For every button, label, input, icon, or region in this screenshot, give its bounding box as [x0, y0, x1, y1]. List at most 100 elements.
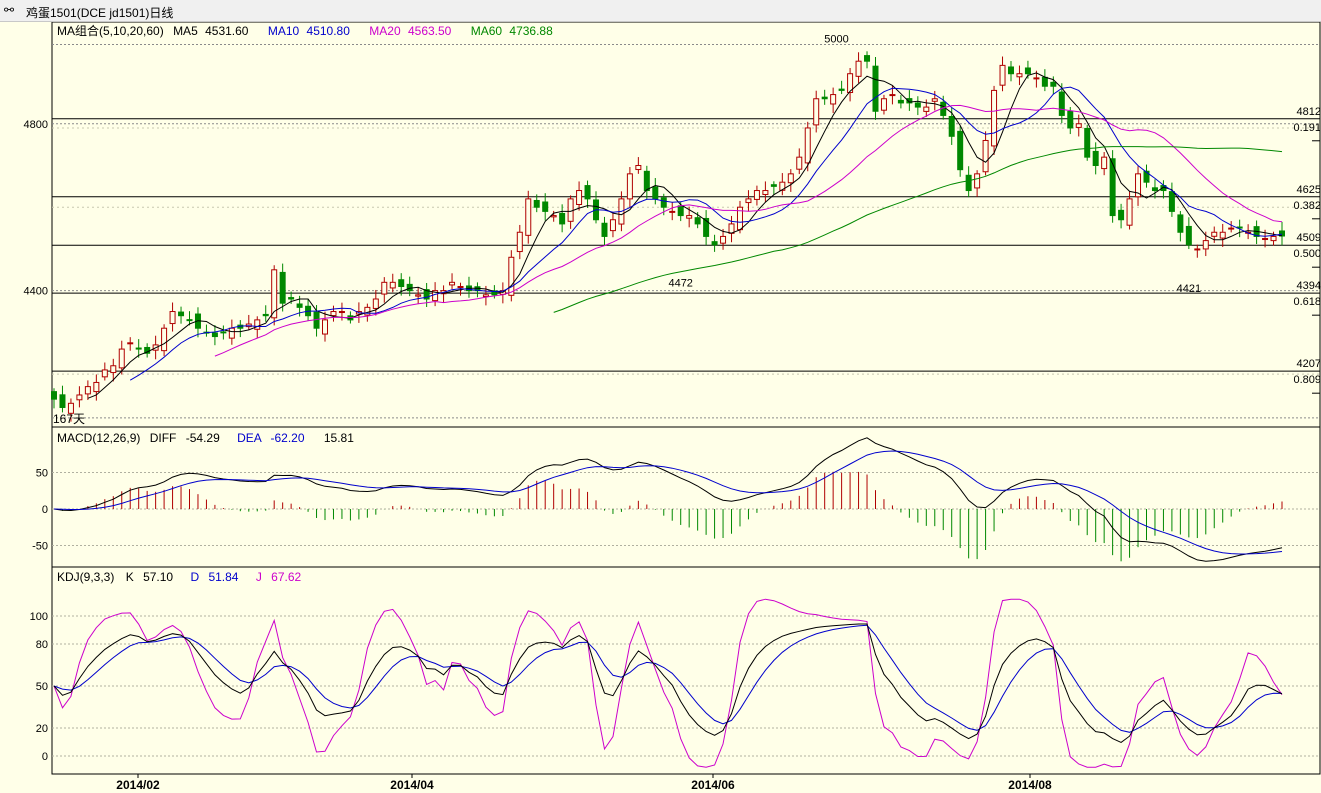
candle[interactable]: [745, 190, 752, 212]
candle[interactable]: [728, 215, 735, 243]
candle[interactable]: [110, 358, 117, 382]
candle[interactable]: [1135, 166, 1142, 206]
candle[interactable]: [720, 228, 727, 250]
candle[interactable]: [711, 234, 718, 252]
macd-chart[interactable]: 50 0 -50: [32, 437, 1320, 562]
candle[interactable]: [1143, 164, 1150, 188]
candlestick-series[interactable]: 5000 4472 4421: [51, 33, 1285, 422]
candle[interactable]: [974, 170, 981, 197]
candle[interactable]: [533, 194, 540, 213]
candle[interactable]: [703, 210, 710, 246]
candle[interactable]: [830, 87, 837, 114]
candle[interactable]: [237, 320, 244, 338]
candle[interactable]: [127, 337, 134, 351]
candle[interactable]: [169, 302, 176, 332]
candle[interactable]: [1109, 150, 1116, 223]
candle[interactable]: [1075, 114, 1082, 137]
candle[interactable]: [1185, 217, 1192, 250]
candle[interactable]: [542, 193, 549, 221]
candle[interactable]: [1253, 220, 1260, 245]
candle[interactable]: [821, 89, 828, 105]
candle[interactable]: [982, 131, 989, 176]
candle[interactable]: [753, 185, 760, 206]
candle[interactable]: [1160, 180, 1167, 199]
candle[interactable]: [203, 324, 210, 337]
candle[interactable]: [1211, 226, 1218, 243]
candle[interactable]: [499, 282, 506, 304]
candle[interactable]: [161, 324, 168, 357]
candle[interactable]: [194, 307, 201, 338]
candle[interactable]: [779, 173, 786, 196]
candle[interactable]: [440, 285, 447, 303]
candle[interactable]: [516, 224, 523, 260]
kdj-indicator-label[interactable]: KDJ(9,3,3) K 57.10 D 51.84 J 67.62: [57, 570, 302, 584]
candle[interactable]: [389, 273, 396, 293]
candle[interactable]: [381, 277, 388, 303]
candle[interactable]: [67, 398, 74, 422]
candle[interactable]: [1151, 179, 1158, 199]
candle[interactable]: [59, 385, 66, 413]
candle[interactable]: [1041, 69, 1048, 92]
candle[interactable]: [118, 340, 125, 375]
candle[interactable]: [669, 202, 676, 221]
candle[interactable]: [576, 181, 583, 211]
candle[interactable]: [652, 178, 659, 205]
candle[interactable]: [1126, 191, 1133, 230]
candle[interactable]: [584, 180, 591, 208]
candle[interactable]: [1007, 61, 1014, 82]
candle[interactable]: [465, 276, 472, 298]
candle[interactable]: [1168, 182, 1175, 217]
candle[interactable]: [762, 181, 769, 203]
candle[interactable]: [880, 94, 887, 115]
candle[interactable]: [906, 90, 913, 111]
candle[interactable]: [93, 374, 100, 401]
candle[interactable]: [1228, 221, 1235, 233]
candle[interactable]: [897, 95, 904, 109]
candle[interactable]: [525, 190, 532, 244]
candle[interactable]: [1067, 106, 1074, 135]
candle[interactable]: [1058, 83, 1065, 124]
candle[interactable]: [1118, 203, 1125, 229]
candle[interactable]: [1016, 65, 1023, 86]
candle[interactable]: [186, 311, 193, 326]
candle[interactable]: [847, 67, 854, 102]
candle[interactable]: [813, 90, 820, 133]
candle[interactable]: [559, 204, 566, 233]
candle[interactable]: [914, 96, 921, 116]
candle[interactable]: [643, 165, 650, 200]
candle[interactable]: [1084, 124, 1091, 161]
candle[interactable]: [228, 319, 235, 345]
candle[interactable]: [271, 265, 278, 326]
kdj-chart[interactable]: 100 80 50 20 0: [30, 598, 1320, 768]
candle[interactable]: [1219, 223, 1226, 247]
chart-canvas[interactable]: 4400 4800 4812 0.191 4625 0.382 4509 0.500 4394…: [0, 22, 1321, 793]
candle[interactable]: [415, 287, 422, 305]
candle[interactable]: [635, 157, 642, 174]
candle[interactable]: [1194, 244, 1201, 258]
candle[interactable]: [838, 80, 845, 95]
candle[interactable]: [855, 52, 862, 83]
candle[interactable]: [305, 299, 312, 321]
candle[interactable]: [211, 325, 218, 346]
candle[interactable]: [84, 380, 91, 400]
candle[interactable]: [864, 51, 871, 69]
ma-indicator-label[interactable]: MA组合(5,10,20,60) MA5 4531.60 MA10 4510.8…: [57, 23, 553, 38]
candle[interactable]: [609, 211, 616, 238]
candle[interactable]: [279, 263, 286, 312]
candle[interactable]: [796, 148, 803, 175]
candle[interactable]: [991, 85, 998, 155]
candle[interactable]: [787, 169, 794, 192]
macd-indicator-label[interactable]: MACD(12,26,9) DIFF -54.29 DEA -62.20 15.…: [57, 431, 354, 445]
candle[interactable]: [245, 314, 252, 331]
candle[interactable]: [51, 388, 57, 409]
candle[interactable]: [322, 311, 329, 342]
candle[interactable]: [144, 343, 151, 358]
candle[interactable]: [804, 121, 811, 172]
candle[interactable]: [948, 107, 955, 145]
candle[interactable]: [965, 166, 972, 198]
candle[interactable]: [457, 282, 464, 296]
candle[interactable]: [508, 250, 515, 302]
candle[interactable]: [262, 305, 269, 322]
candle[interactable]: [957, 126, 964, 177]
candle[interactable]: [1101, 152, 1108, 176]
